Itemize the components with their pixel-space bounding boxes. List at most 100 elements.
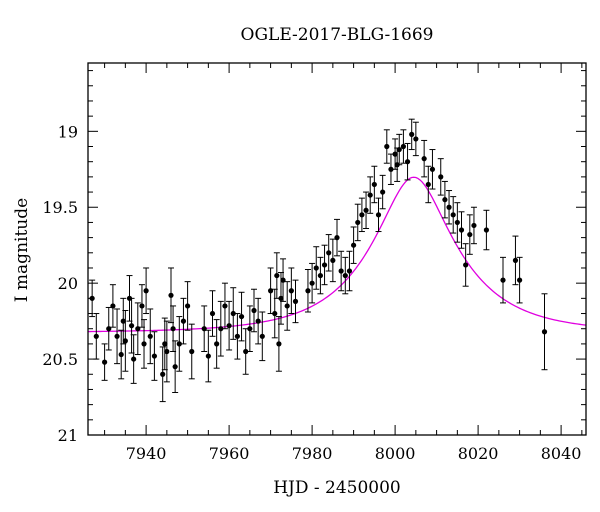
data-point — [309, 280, 315, 286]
data-point — [255, 318, 261, 324]
data-point — [160, 371, 166, 377]
data-point — [143, 288, 149, 294]
data-point — [274, 272, 280, 279]
data-point — [463, 262, 469, 268]
data-point — [284, 303, 290, 309]
data-point — [409, 131, 415, 137]
data-point — [392, 151, 398, 157]
x-tick-label: 7940 — [126, 444, 167, 463]
data-point — [272, 310, 278, 317]
data-point — [288, 288, 294, 294]
data-point — [141, 341, 147, 347]
data-point — [180, 318, 187, 324]
data-point — [185, 303, 191, 309]
data-point — [176, 341, 182, 347]
data-point — [338, 268, 344, 274]
data-point — [131, 356, 137, 362]
data-point — [172, 364, 178, 370]
data-point — [483, 227, 489, 233]
data-point — [363, 207, 369, 213]
data-point — [355, 219, 361, 226]
data-point — [326, 250, 332, 256]
data-point — [151, 353, 157, 359]
data-point — [110, 303, 116, 309]
data-point — [351, 242, 357, 248]
data-point — [458, 227, 465, 233]
data-point — [384, 143, 390, 150]
data-point — [371, 181, 377, 188]
x-tick-label: 8020 — [458, 444, 499, 463]
data-point — [429, 166, 436, 172]
y-tick-label: 21 — [58, 426, 78, 445]
data-point — [164, 348, 170, 355]
data-point — [346, 268, 353, 274]
data-point — [276, 341, 282, 347]
data-point — [512, 257, 519, 263]
data-point — [330, 257, 336, 263]
y-tick-label: 19.5 — [42, 198, 78, 217]
data-point — [89, 295, 95, 301]
data-point — [446, 204, 452, 210]
data-point — [292, 298, 299, 304]
data-point — [500, 277, 506, 283]
data-point — [120, 318, 126, 324]
data-point — [541, 329, 548, 335]
data-point — [359, 212, 365, 218]
data-point — [413, 136, 419, 142]
x-tick-label: 7980 — [292, 444, 333, 463]
x-tick-label: 7960 — [209, 444, 250, 463]
data-point — [388, 166, 394, 172]
data-point — [454, 219, 460, 226]
data-point — [139, 303, 145, 309]
plot-area: 7940 7960 7980 8000 8020 8040 19 19.5 20 20.5 21 — [42, 63, 587, 463]
data-point — [321, 262, 328, 268]
data-point — [278, 295, 284, 301]
data-point — [243, 348, 249, 355]
chart-title: OGLE-2017-BLG-1669 — [241, 25, 434, 45]
data-point — [222, 303, 228, 309]
data-point — [93, 333, 99, 339]
data-point — [162, 341, 168, 347]
y-tick-label: 20 — [58, 274, 78, 293]
data-point — [247, 326, 253, 332]
data-point — [128, 323, 135, 329]
data-point — [218, 326, 224, 332]
data-point — [305, 288, 311, 294]
data-point — [230, 310, 236, 317]
data-point — [122, 338, 128, 344]
data-point — [400, 143, 406, 150]
data-point — [467, 231, 473, 238]
x-axis-label: HJD - 2450000 — [273, 478, 401, 498]
y-axis-label: I magnitude — [12, 198, 32, 302]
data-point — [438, 174, 444, 180]
data-point — [517, 277, 523, 283]
x-tick-label: 8000 — [375, 444, 416, 463]
data-point — [147, 333, 153, 339]
y-tick-label: 20.5 — [42, 350, 78, 369]
data-point — [209, 310, 216, 317]
data-point — [421, 156, 427, 162]
data-point — [189, 348, 195, 355]
data-point — [170, 326, 176, 332]
data-point — [226, 323, 232, 329]
data-point — [251, 307, 257, 314]
data-point — [396, 146, 402, 153]
data-point — [380, 189, 386, 195]
y-tick-label: 19 — [58, 122, 78, 141]
data-point — [367, 192, 373, 198]
data-point — [168, 292, 174, 298]
data-point — [214, 341, 220, 347]
data-point — [442, 197, 448, 203]
data-point — [238, 313, 245, 320]
data-point — [334, 235, 340, 241]
x-tick-label: 8040 — [541, 444, 582, 463]
data-point — [342, 272, 348, 279]
plot-frame — [87, 62, 587, 436]
data-point — [313, 265, 319, 271]
data-point — [375, 212, 382, 218]
data-point — [234, 333, 240, 339]
data-point — [259, 333, 265, 339]
data-point — [317, 272, 323, 279]
data-point — [471, 222, 477, 229]
